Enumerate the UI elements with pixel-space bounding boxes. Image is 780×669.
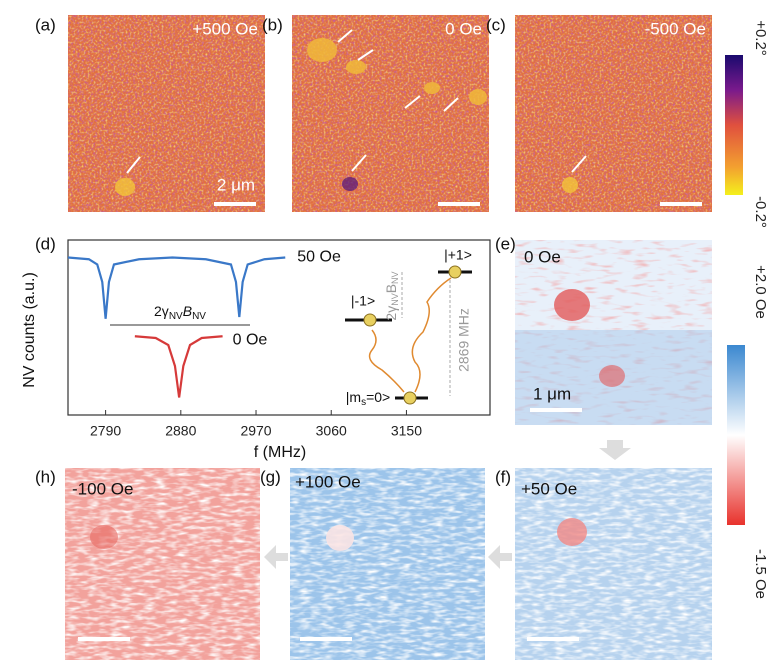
level-part: =0> bbox=[366, 389, 390, 405]
arrow bbox=[264, 545, 288, 569]
field-label: +50 Oe bbox=[521, 479, 577, 498]
level-diagram bbox=[345, 265, 472, 405]
scale-label: 2 μm bbox=[217, 175, 255, 194]
zeeman-part: NV bbox=[390, 271, 400, 284]
splitting-label: 2869 MHz bbox=[456, 308, 472, 372]
level-label: |ms=0> bbox=[346, 389, 390, 408]
panel-label: (g) bbox=[260, 467, 281, 486]
scale-label: 1 μm bbox=[533, 384, 571, 403]
map-f bbox=[515, 468, 712, 660]
colorbar bbox=[727, 345, 745, 525]
x-tick-label: 2790 bbox=[90, 423, 121, 439]
colorbar-min: -1.5 Oe bbox=[752, 549, 769, 599]
arrow bbox=[599, 440, 631, 460]
field-label: 0 Oe bbox=[445, 19, 482, 38]
panel-label: (b) bbox=[262, 15, 283, 34]
x-axis-label: f (MHz) bbox=[254, 444, 306, 461]
annotation: 2γNVBNV bbox=[154, 303, 206, 322]
series-label: 50 Oe bbox=[297, 249, 341, 266]
panel-label: (c) bbox=[486, 15, 506, 34]
series-line bbox=[134, 335, 223, 398]
colorbar-min: -0.2° bbox=[752, 196, 769, 228]
annotation-part: 2γ bbox=[154, 303, 169, 319]
annotation-part: NV bbox=[169, 311, 183, 322]
field-label: -100 Oe bbox=[72, 479, 133, 498]
field-label: +500 Oe bbox=[192, 19, 258, 38]
map-e bbox=[515, 240, 712, 425]
x-tick-label: 2970 bbox=[240, 423, 271, 439]
field-label: +100 Oe bbox=[295, 472, 361, 491]
annotation-part: NV bbox=[192, 311, 206, 322]
level-label: |-1> bbox=[351, 293, 375, 309]
zeeman-part: 2γ bbox=[383, 306, 399, 321]
zeeman-label: 2γNVBNV bbox=[383, 271, 401, 320]
y-axis-label: NV counts (a.u.) bbox=[21, 272, 38, 388]
colorbar bbox=[725, 55, 743, 195]
panel-label: (a) bbox=[35, 15, 56, 34]
colorbar-max: +0.2° bbox=[752, 20, 769, 56]
chart: 2790 2880 2970 3060 3150 50 Oe 0 Oe bbox=[67, 239, 491, 439]
series-label: 0 Oe bbox=[233, 331, 268, 348]
map-h bbox=[65, 468, 260, 660]
annotation-part: B bbox=[183, 303, 192, 319]
field-label: -500 Oe bbox=[645, 19, 706, 38]
zeeman-part: NV bbox=[390, 293, 400, 306]
x-tick-label: 2880 bbox=[165, 423, 196, 439]
level-part: |m bbox=[346, 389, 361, 405]
panel-label: (e) bbox=[495, 234, 516, 253]
level-part: s bbox=[361, 397, 366, 408]
zeeman-part: B bbox=[383, 284, 399, 293]
panel-label: (h) bbox=[35, 467, 56, 486]
panel-label: (d) bbox=[35, 234, 56, 253]
map-a bbox=[68, 15, 265, 212]
field-label: 0 Oe bbox=[524, 247, 561, 266]
map-b bbox=[292, 15, 489, 212]
panel-label: (f) bbox=[495, 467, 511, 486]
map-c bbox=[515, 15, 712, 212]
x-tick-label: 3060 bbox=[316, 423, 347, 439]
series-line bbox=[67, 256, 286, 319]
colorbar-max: +2.0 Oe bbox=[752, 265, 769, 319]
level-label: |+1> bbox=[444, 247, 472, 263]
map-g bbox=[290, 468, 485, 660]
x-tick-label: 3150 bbox=[391, 423, 422, 439]
arrow bbox=[488, 545, 512, 569]
